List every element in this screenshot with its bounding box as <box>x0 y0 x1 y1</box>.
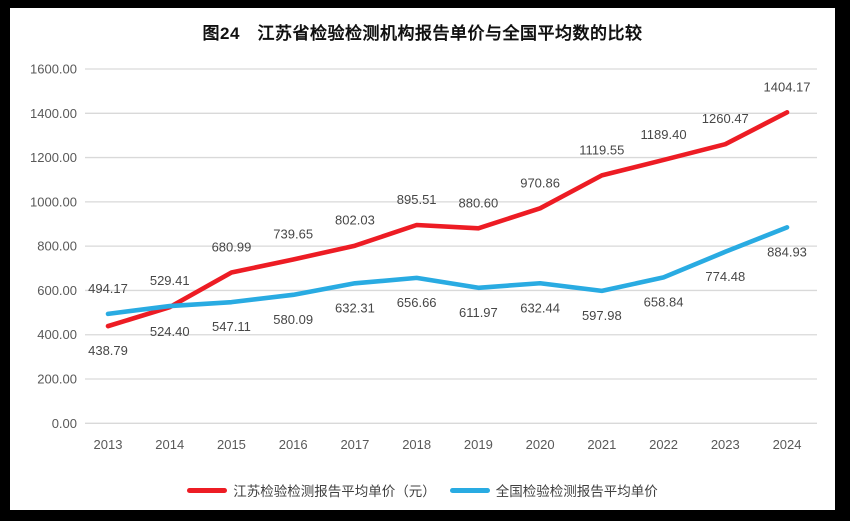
x-axis-year-label: 2022 <box>649 437 678 452</box>
national-series-legend-label: 全国检验检测报告平均单价 <box>495 484 658 499</box>
x-axis-year-label: 2013 <box>94 437 123 452</box>
data-point-label: 1404.17 <box>764 79 811 94</box>
data-point-label: 597.98 <box>582 308 622 323</box>
data-point-label: 438.79 <box>88 343 128 358</box>
data-point-label: 970.86 <box>520 175 560 190</box>
y-axis-tick-label: 1400.00 <box>30 106 77 121</box>
x-axis-year-label: 2016 <box>279 437 308 452</box>
data-point-label: 680.99 <box>212 240 252 255</box>
x-axis-year-label: 2017 <box>340 437 369 452</box>
data-point-label: 1189.40 <box>641 127 687 142</box>
y-axis-tick-label: 800.00 <box>37 239 77 254</box>
data-point-label: 895.51 <box>397 192 437 207</box>
data-point-label: 739.65 <box>273 227 313 242</box>
chart-title: 图24 江苏省检验检测机构报告单价与全国平均数的比较 <box>202 24 643 43</box>
jiangsu-series-legend-label: 江苏检验检测报告平均单价（元） <box>233 484 436 499</box>
x-axis-year-label: 2024 <box>773 437 802 452</box>
data-point-label: 658.84 <box>644 294 684 309</box>
x-axis-year-label: 2015 <box>217 437 246 452</box>
y-axis-tick-label: 600.00 <box>37 283 77 298</box>
x-axis-year-label: 2014 <box>155 437 184 452</box>
national-series-line-swatch <box>449 487 490 493</box>
data-point-label: 1119.55 <box>579 142 624 157</box>
jiangsu-series-line-swatch <box>187 487 228 493</box>
y-axis-tick-label: 1200.00 <box>30 150 77 165</box>
data-point-label: 632.31 <box>335 300 375 315</box>
x-axis-year-label: 2023 <box>711 437 740 452</box>
data-point-label: 1260.47 <box>702 111 749 126</box>
legend-item-national: 全国检验检测报告平均单价 <box>449 480 658 500</box>
data-point-label: 529.41 <box>150 273 190 288</box>
legend-item-jiangsu: 江苏检验检测报告平均单价（元） <box>187 480 436 500</box>
data-point-label: 524.40 <box>150 324 190 339</box>
x-axis-year-label: 2019 <box>464 437 493 452</box>
y-axis-tick-label: 200.00 <box>37 372 77 387</box>
data-point-label: 547.11 <box>212 319 251 334</box>
data-point-label: 656.66 <box>397 295 437 310</box>
y-axis-tick-label: 0.00 <box>52 416 77 431</box>
data-point-label: 611.97 <box>459 305 498 320</box>
x-axis-year-label: 2018 <box>402 437 431 452</box>
jiangsu-series-line <box>105 110 790 329</box>
line-chart-plot-area: 0.00 200.00 400.00 600.00 800.00 1000.00 1200.… <box>30 62 817 452</box>
y-axis-tick-label: 1600.00 <box>30 62 77 77</box>
y-axis-tick-label: 1000.00 <box>30 194 77 209</box>
chart-canvas: 图24 江苏省检验检测机构报告单价与全国平均数的比较 0.00 200.00 400… <box>10 8 835 510</box>
data-point-label: 880.60 <box>458 195 498 210</box>
data-point-label: 580.09 <box>273 312 313 327</box>
chart-legend: 江苏检验检测报告平均单价（元） 全国检验检测报告平均单价 <box>10 480 835 500</box>
x-axis-year-label: 2020 <box>526 437 555 452</box>
data-point-label: 494.17 <box>88 281 128 296</box>
data-point-label: 802.03 <box>335 213 375 228</box>
x-axis-year-label: 2021 <box>587 437 616 452</box>
national-series-line <box>105 225 790 317</box>
data-point-label: 774.48 <box>705 269 745 284</box>
y-axis-tick-label: 400.00 <box>37 327 77 342</box>
data-point-label: 632.44 <box>520 300 560 315</box>
data-point-label: 884.93 <box>767 244 807 259</box>
